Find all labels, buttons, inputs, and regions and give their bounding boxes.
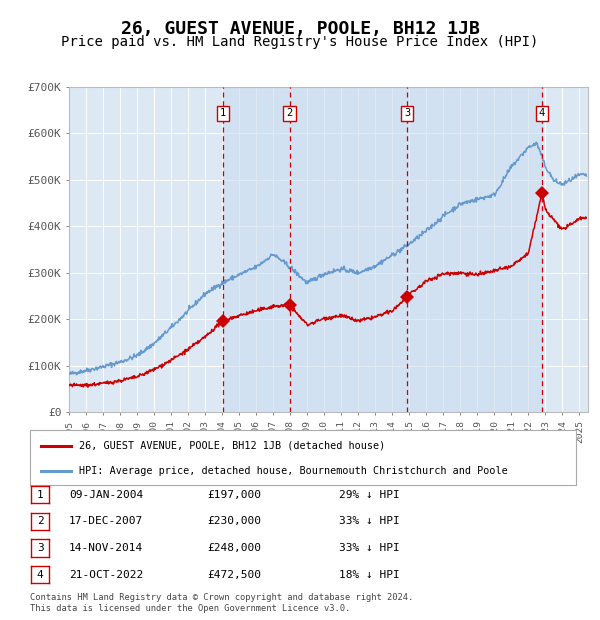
Text: £197,000: £197,000 xyxy=(207,490,261,500)
Text: 14-NOV-2014: 14-NOV-2014 xyxy=(69,543,143,553)
Text: 09-JAN-2004: 09-JAN-2004 xyxy=(69,490,143,500)
Text: 4: 4 xyxy=(539,108,545,118)
Text: 1: 1 xyxy=(37,490,44,500)
Text: 2: 2 xyxy=(286,108,293,118)
Bar xyxy=(223,87,542,412)
Text: 2: 2 xyxy=(37,516,44,526)
Text: 18% ↓ HPI: 18% ↓ HPI xyxy=(339,570,400,580)
Text: £472,500: £472,500 xyxy=(207,570,261,580)
Text: Price paid vs. HM Land Registry's House Price Index (HPI): Price paid vs. HM Land Registry's House … xyxy=(61,35,539,49)
Text: 4: 4 xyxy=(37,570,44,580)
Text: 21-OCT-2022: 21-OCT-2022 xyxy=(69,570,143,580)
Text: 3: 3 xyxy=(404,108,410,118)
Text: 26, GUEST AVENUE, POOLE, BH12 1JB (detached house): 26, GUEST AVENUE, POOLE, BH12 1JB (detac… xyxy=(79,441,385,451)
Text: 3: 3 xyxy=(37,543,44,553)
Text: 17-DEC-2007: 17-DEC-2007 xyxy=(69,516,143,526)
Text: 26, GUEST AVENUE, POOLE, BH12 1JB: 26, GUEST AVENUE, POOLE, BH12 1JB xyxy=(121,20,479,38)
Text: 1: 1 xyxy=(220,108,226,118)
Text: £230,000: £230,000 xyxy=(207,516,261,526)
Text: 33% ↓ HPI: 33% ↓ HPI xyxy=(339,516,400,526)
Text: £248,000: £248,000 xyxy=(207,543,261,553)
Text: 29% ↓ HPI: 29% ↓ HPI xyxy=(339,490,400,500)
Text: Contains HM Land Registry data © Crown copyright and database right 2024.
This d: Contains HM Land Registry data © Crown c… xyxy=(30,593,413,613)
Text: HPI: Average price, detached house, Bournemouth Christchurch and Poole: HPI: Average price, detached house, Bour… xyxy=(79,466,508,476)
Text: 33% ↓ HPI: 33% ↓ HPI xyxy=(339,543,400,553)
